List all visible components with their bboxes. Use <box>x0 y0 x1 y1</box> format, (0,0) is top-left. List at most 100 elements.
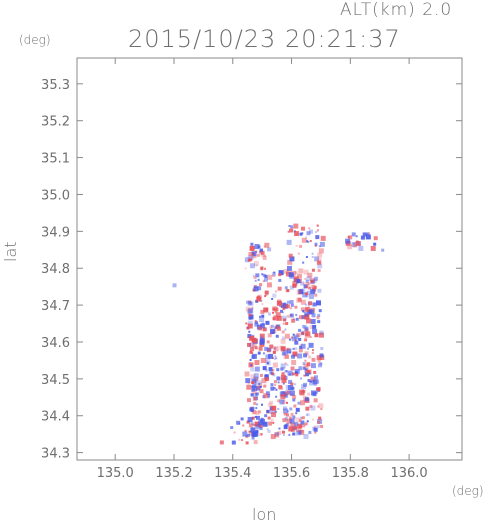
data-cell <box>263 384 267 388</box>
data-cell <box>304 236 307 239</box>
data-cell <box>306 231 311 236</box>
data-cell <box>260 358 266 364</box>
data-cell <box>287 230 290 233</box>
data-cell <box>312 418 315 421</box>
data-cell <box>297 430 302 435</box>
data-cell <box>250 393 254 397</box>
data-cell <box>251 385 254 388</box>
data-cell <box>258 420 264 426</box>
data-cell <box>304 292 308 296</box>
data-cell <box>304 338 308 342</box>
data-cell <box>304 311 308 315</box>
data-cell <box>251 306 254 309</box>
data-cell <box>281 367 285 371</box>
data-cell <box>276 376 281 381</box>
data-cell <box>250 374 256 380</box>
data-cell <box>255 392 259 396</box>
data-cell <box>308 355 312 359</box>
data-cell <box>265 374 269 378</box>
data-cell <box>282 311 285 314</box>
data-cell <box>304 278 307 281</box>
data-cell <box>242 431 248 437</box>
data-cell <box>272 306 278 312</box>
data-cell <box>272 350 276 354</box>
data-cell <box>320 408 323 411</box>
data-cell <box>300 299 306 305</box>
data-cell <box>288 416 292 420</box>
data-cell <box>292 347 295 350</box>
data-cell <box>303 353 308 358</box>
data-cell <box>307 286 311 290</box>
data-cell <box>260 433 263 436</box>
data-cell <box>264 242 270 248</box>
data-cell <box>283 268 289 274</box>
data-cell <box>250 255 254 259</box>
data-cell <box>295 313 298 316</box>
data-cell <box>307 301 310 304</box>
data-cell <box>312 380 315 383</box>
data-cell <box>286 410 289 413</box>
data-cell <box>306 420 309 423</box>
x-tick-label: 135.4 <box>214 466 251 481</box>
data-cell <box>257 245 261 249</box>
data-cell <box>266 409 270 413</box>
data-cell <box>301 416 305 420</box>
data-cell <box>251 380 255 384</box>
data-cell <box>246 420 250 424</box>
data-cell <box>285 401 288 404</box>
data-cell <box>260 403 263 406</box>
data-cell <box>271 405 277 411</box>
data-cell <box>255 264 258 267</box>
data-cell <box>317 252 323 258</box>
data-cell <box>256 403 259 406</box>
data-cell <box>247 258 251 262</box>
data-cell <box>278 273 282 277</box>
data-cell <box>260 323 266 329</box>
data-cell <box>293 276 299 282</box>
data-cell <box>367 232 370 235</box>
data-cell <box>262 327 267 332</box>
data-cell <box>292 398 296 402</box>
data-cell <box>253 255 257 259</box>
x-tick-label: 135.0 <box>97 466 134 481</box>
data-cell <box>287 370 293 376</box>
data-cell <box>314 375 319 380</box>
data-cell <box>297 252 300 255</box>
data-cell <box>276 326 281 331</box>
data-cell <box>311 357 316 362</box>
data-cell <box>263 245 266 248</box>
data-cell <box>290 422 296 428</box>
chart-title: 2015/10/23 20:21:37 <box>128 25 401 53</box>
data-cell <box>250 347 255 352</box>
data-cell <box>251 431 257 437</box>
data-cell <box>283 408 289 414</box>
data-cell <box>263 307 269 313</box>
data-cell <box>290 382 294 386</box>
data-cell <box>291 336 294 339</box>
data-cell <box>253 373 259 379</box>
data-cell <box>301 315 306 320</box>
data-cell <box>262 273 266 277</box>
data-cell <box>287 314 291 318</box>
data-cell <box>247 301 252 306</box>
data-cell <box>305 313 309 317</box>
data-cell <box>246 433 250 437</box>
data-cell <box>274 307 279 312</box>
y-tick-label: 34.3 <box>41 447 70 462</box>
data-cell <box>290 412 294 416</box>
data-cell <box>280 367 284 371</box>
data-cell <box>270 324 274 328</box>
data-cell <box>300 281 305 286</box>
data-cell <box>283 393 288 398</box>
data-cell <box>277 399 281 403</box>
data-cell <box>285 370 288 373</box>
data-cell <box>272 362 278 368</box>
data-cell <box>273 315 279 321</box>
data-cell <box>274 432 280 438</box>
y-unit-label: (deg) <box>19 33 51 47</box>
data-cell <box>253 286 259 292</box>
y-tick-label: 35.1 <box>41 152 70 167</box>
data-cell <box>292 351 298 357</box>
data-cell <box>302 292 308 298</box>
data-cell <box>294 422 299 427</box>
